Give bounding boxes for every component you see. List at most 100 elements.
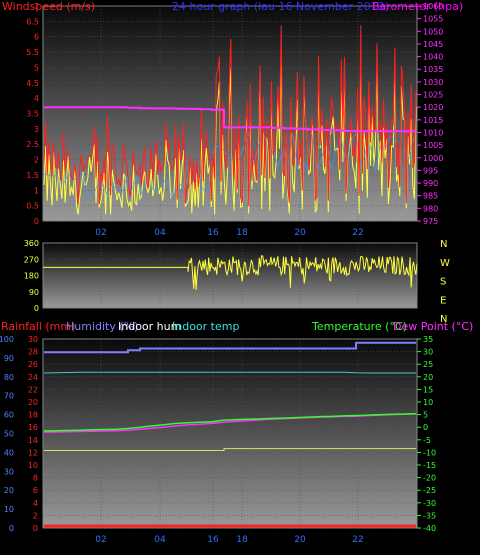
temp-left-ticks: 0102030405060708090100024681012141618202… — [0, 335, 38, 533]
wind-series — [43, 55, 417, 215]
baro-tick-label: 1000 — [423, 154, 443, 163]
compass-label: N — [440, 239, 447, 250]
rainfall-label: Rainfall (mm) — [1, 320, 75, 333]
x-tick-label: 20 — [294, 535, 306, 545]
rain-tick-label: 30 — [28, 335, 38, 344]
rain-tick-label: 26 — [28, 360, 38, 369]
chart-title: 24 hour graph (lau 16 November 2013) — [172, 0, 389, 13]
winddir-tick-label: 270 — [24, 255, 39, 264]
temp-tick-label: 30 — [423, 348, 433, 357]
humidity-tick-label: 50 — [4, 430, 14, 439]
baro-tick-label: 1025 — [423, 91, 443, 100]
baro-tick-label: 985 — [423, 192, 438, 201]
wind-left-tick-label: 5.5 — [26, 48, 39, 57]
rain-tick-label: 28 — [28, 348, 38, 357]
winddir-tick-label: 90 — [29, 288, 39, 297]
rain-tick-label: 20 — [28, 398, 38, 407]
rain-tick-label: 14 — [28, 436, 38, 445]
temp-plot-area — [42, 338, 418, 529]
windspeed-line — [43, 55, 417, 215]
temp-tick-label: -15 — [423, 461, 436, 470]
humidity-tick-label: 90 — [4, 354, 14, 363]
humidity-tick-label: 100 — [0, 335, 14, 344]
temp-x-ticks: 02 04 16 18 20 22 — [95, 535, 363, 545]
rain-tick-label: 8 — [33, 474, 38, 483]
baro-tick-label: 1060 — [423, 2, 443, 11]
winddir-tick-label: 180 — [24, 272, 39, 281]
indoor-hum-line — [44, 448, 416, 451]
winddir-left-ticks: 0 90 180 270 360 — [24, 239, 39, 313]
humidity-tick-label: 0 — [9, 524, 14, 533]
baro-tick-label: 1040 — [423, 53, 443, 62]
x-tick-label: 16 — [207, 228, 219, 238]
baro-tick-label: 990 — [423, 179, 438, 188]
temp-tick-label: 35 — [423, 335, 433, 344]
wind-left-tick-label: 6.5 — [26, 17, 39, 26]
wind-panel: 00.511.522.533.544.555.566.57 9759809859… — [26, 2, 443, 238]
winddir-tick-label: 360 — [24, 239, 39, 248]
wind-left-ticks: 0 0.5 1 1.5 2 2.5 3 3.5 4 4.5 5 5.5 6 6.5 7 — [26, 2, 39, 226]
humidity-line — [44, 341, 416, 354]
temp-tick-label: -25 — [423, 486, 436, 495]
indoor-temp-line — [43, 371, 416, 374]
temp-tick-label: -40 — [423, 524, 436, 533]
wind-left-tick-label: 0 — [34, 217, 39, 226]
temp-tick-label: 5 — [423, 411, 428, 420]
wind-left-tick-label: 2 — [34, 156, 39, 165]
baro-tick-label: 1030 — [423, 78, 443, 87]
wind-left-tick-label: 4 — [34, 94, 39, 103]
baro-tick-label: 1015 — [423, 116, 443, 125]
temp-panel: 0102030405060708090100024681012141618202… — [0, 335, 436, 545]
humidity-tick-label: 20 — [4, 486, 14, 495]
baro-tick-label: 975 — [423, 217, 438, 226]
baro-axis-label: Barometer (hpa) — [372, 0, 463, 13]
humidity-tick-label: 80 — [4, 373, 14, 382]
wind-right-ticks: 975 980 985 990 995 1000 1005 1010 1015 1020 1025 1… — [417, 2, 443, 226]
temp-tick-label: 0 — [423, 423, 428, 432]
baro-tick-label: 995 — [423, 166, 438, 175]
wind-left-tick-label: 6 — [34, 33, 39, 42]
baro-series — [44, 106, 416, 133]
temp-tick-label: -30 — [423, 499, 436, 508]
humidity-tick-label: 60 — [4, 411, 14, 420]
x-tick-label: 04 — [154, 535, 166, 545]
gust-line — [43, 25, 417, 207]
temp-series — [43, 341, 417, 528]
indoor-temp-label: Indoor temp — [172, 320, 239, 333]
x-tick-label: 02 — [95, 228, 106, 238]
temp-tick-label: 25 — [423, 360, 433, 369]
wind-left-tick-label: 5 — [34, 63, 39, 72]
winddir-series — [43, 254, 418, 290]
temp-tick-label: 10 — [423, 398, 433, 407]
baro-tick-label: 1020 — [423, 103, 443, 112]
wind-left-tick-label: 1 — [34, 186, 39, 195]
wind-left-tick-label: 7 — [34, 2, 39, 11]
baro-tick-label: 980 — [423, 204, 438, 213]
rain-tick-label: 6 — [33, 486, 38, 495]
x-tick-label: 02 — [95, 535, 106, 545]
x-tick-label: 18 — [236, 228, 248, 238]
wind-avg-line — [43, 130, 415, 197]
temp-tick-label: -35 — [423, 511, 436, 520]
x-tick-label: 04 — [154, 228, 166, 238]
winddir-grid — [43, 242, 417, 309]
rain-tick-label: 16 — [28, 423, 38, 432]
compass-label: N — [440, 314, 447, 325]
rain-tick-label: 0 — [33, 524, 38, 533]
wind-axis-label: Windspeed (m/s) — [2, 0, 95, 13]
baro-tick-label: 1055 — [423, 15, 443, 24]
gust-series — [43, 25, 417, 207]
winddir-tick-label: 0 — [34, 304, 39, 313]
x-tick-label: 16 — [207, 535, 219, 545]
compass-label: W — [440, 258, 450, 269]
humidity-tick-label: 70 — [4, 392, 14, 401]
temp-tick-label: -20 — [423, 474, 436, 483]
rain-tick-label: 18 — [28, 411, 38, 420]
temp-grid — [43, 338, 417, 529]
wind-grid — [43, 5, 417, 222]
temperature-line — [43, 413, 417, 432]
winddir-line — [43, 254, 418, 290]
dewpoint-label: Dew Point (°C) — [393, 320, 473, 333]
